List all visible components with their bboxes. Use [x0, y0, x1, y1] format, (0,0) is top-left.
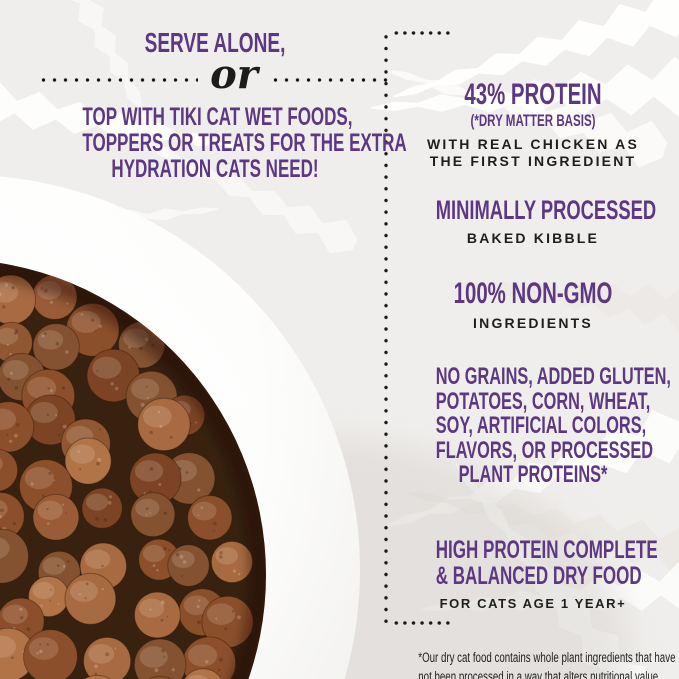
- bowl-inner-shadow: [0, 259, 266, 679]
- or-divider-row: or: [20, 51, 410, 102]
- non-gmo-detail: INGREDIENTS: [473, 315, 593, 331]
- dotted-divider-left: [38, 78, 199, 82]
- kibble-pile: [0, 274, 254, 679]
- topper-line-3: HYDRATION CATS NEED!: [111, 155, 319, 183]
- protein-headline: 43% PROTEIN: [464, 78, 602, 111]
- topper-line-2: TOPPERS OR TREATS FOR THE EXTRA: [82, 129, 407, 157]
- protein-detail: WITH REAL CHICKEN AS THE FIRST INGREDIEN…: [390, 136, 676, 170]
- no-grains-line-4: FLAVORS, OR PROCESSED: [435, 436, 654, 464]
- protein-detail-line-1: WITH REAL CHICKEN AS: [427, 136, 639, 152]
- serve-alone-heading: SERVE ALONE,: [144, 27, 286, 58]
- topper-suggestion-text: TOP WITH TIKI CAT WET FOODS, TOPPERS OR …: [20, 104, 410, 182]
- protein-qualifier: (*DRY MATTER BASIS): [470, 111, 596, 130]
- footnote-line-2: not been processed in a way that alters …: [418, 668, 661, 679]
- no-grains-line-2: POTATOES, CORN, WHEAT,: [435, 387, 651, 415]
- no-grains-line-1: NO GRAINS, ADDED GLUTEN,: [435, 363, 671, 390]
- footnote: *Our dry cat food contains whole plant i…: [376, 648, 678, 679]
- no-grains-line-5: PLANT PROTEINS*: [458, 461, 608, 488]
- benefit-minimally-processed: MINIMALLY PROCESSED BAKED KIBBLE: [390, 196, 676, 247]
- high-protein-detail: FOR CATS AGE 1 YEAR+: [439, 596, 627, 611]
- high-protein-line-1: HIGH PROTEIN COMPLETE: [435, 536, 658, 564]
- minimally-processed-detail: BAKED KIBBLE: [466, 230, 600, 246]
- high-protein-line-2: & BALANCED DRY FOOD: [435, 562, 642, 590]
- dotted-divider-right: [269, 78, 392, 82]
- benefit-no-grains: NO GRAINS, ADDED GLUTEN, POTATOES, CORN,…: [390, 363, 676, 488]
- dotted-divider-top-corner: [392, 31, 454, 35]
- protein-detail-line-2: THE FIRST INGREDIENT: [429, 153, 637, 169]
- bowl-rim-highlight: [0, 214, 246, 408]
- minimally-processed-headline: MINIMALLY PROCESSED: [435, 195, 657, 225]
- non-gmo-headline: 100% NON-GMO: [453, 277, 613, 310]
- serve-suggestion-panel: SERVE ALONE, or TOP WITH TIKI CAT WET FO…: [20, 28, 410, 182]
- footnote-line-1: *Our dry cat food contains whole plant i…: [418, 649, 676, 665]
- benefit-protein: 43% PROTEIN (*DRY MATTER BASIS) WITH REA…: [390, 79, 676, 170]
- or-script-text: or: [210, 51, 258, 98]
- benefit-high-protein: HIGH PROTEIN COMPLETE & BALANCED DRY FOO…: [390, 537, 676, 612]
- dotted-divider-bottom-corner: [392, 621, 454, 625]
- benefit-non-gmo: 100% NON-GMO INGREDIENTS: [390, 278, 676, 332]
- topper-line-1: TOP WITH TIKI CAT WET FOODS,: [82, 103, 353, 131]
- no-grains-line-3: SOY, ARTIFICIAL COLORS,: [435, 412, 647, 439]
- dotted-divider-vertical: [384, 31, 388, 623]
